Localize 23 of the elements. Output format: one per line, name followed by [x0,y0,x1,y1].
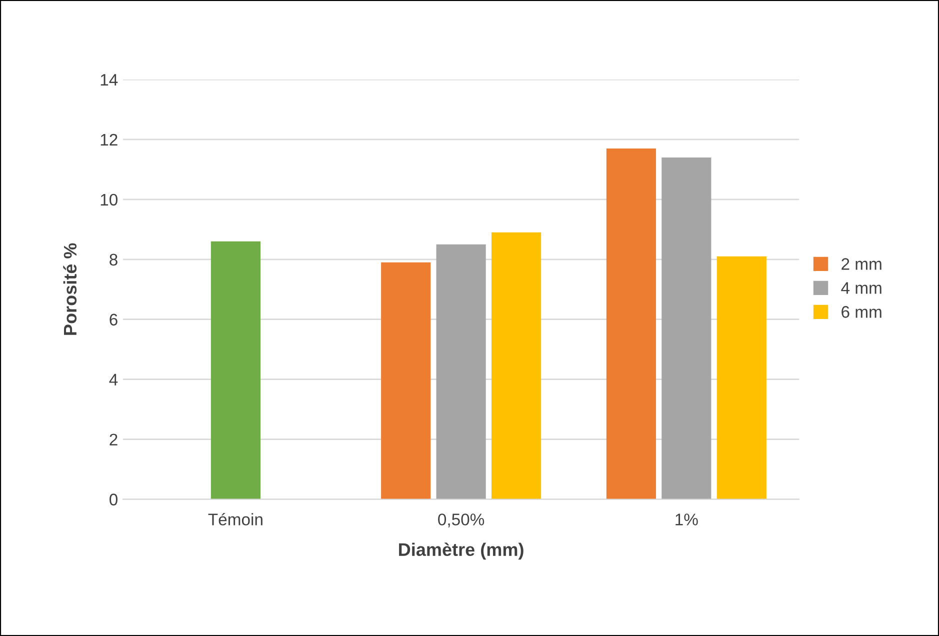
x-tick-label: 0,50% [438,514,484,528]
bar [662,157,712,500]
bar [381,262,431,500]
y-tick-label: 14 [100,74,118,86]
bar [210,241,260,500]
y-tick-label: 2 [110,434,118,446]
y-tick-label: 0 [110,494,118,506]
bar [716,256,766,500]
legend-label: 4 mm [841,282,882,294]
y-axis-title: Porosité % [63,243,77,335]
y-tick-label: 12 [100,134,118,146]
x-tick-label: Témoin [208,512,262,526]
bar [606,148,656,500]
y-tick-label: 8 [110,254,118,266]
bar [491,232,542,500]
legend-label: 2 mm [842,258,882,270]
y-tick-label: 10 [100,194,118,206]
y-tick-label: 4 [109,374,118,386]
bar [436,244,486,500]
x-axis-title: Diamètre (mm) [399,542,524,560]
y-tick-label: 6 [110,314,118,326]
legend-label: 6 mm [842,306,882,318]
x-tick-label: 1% [676,514,698,526]
